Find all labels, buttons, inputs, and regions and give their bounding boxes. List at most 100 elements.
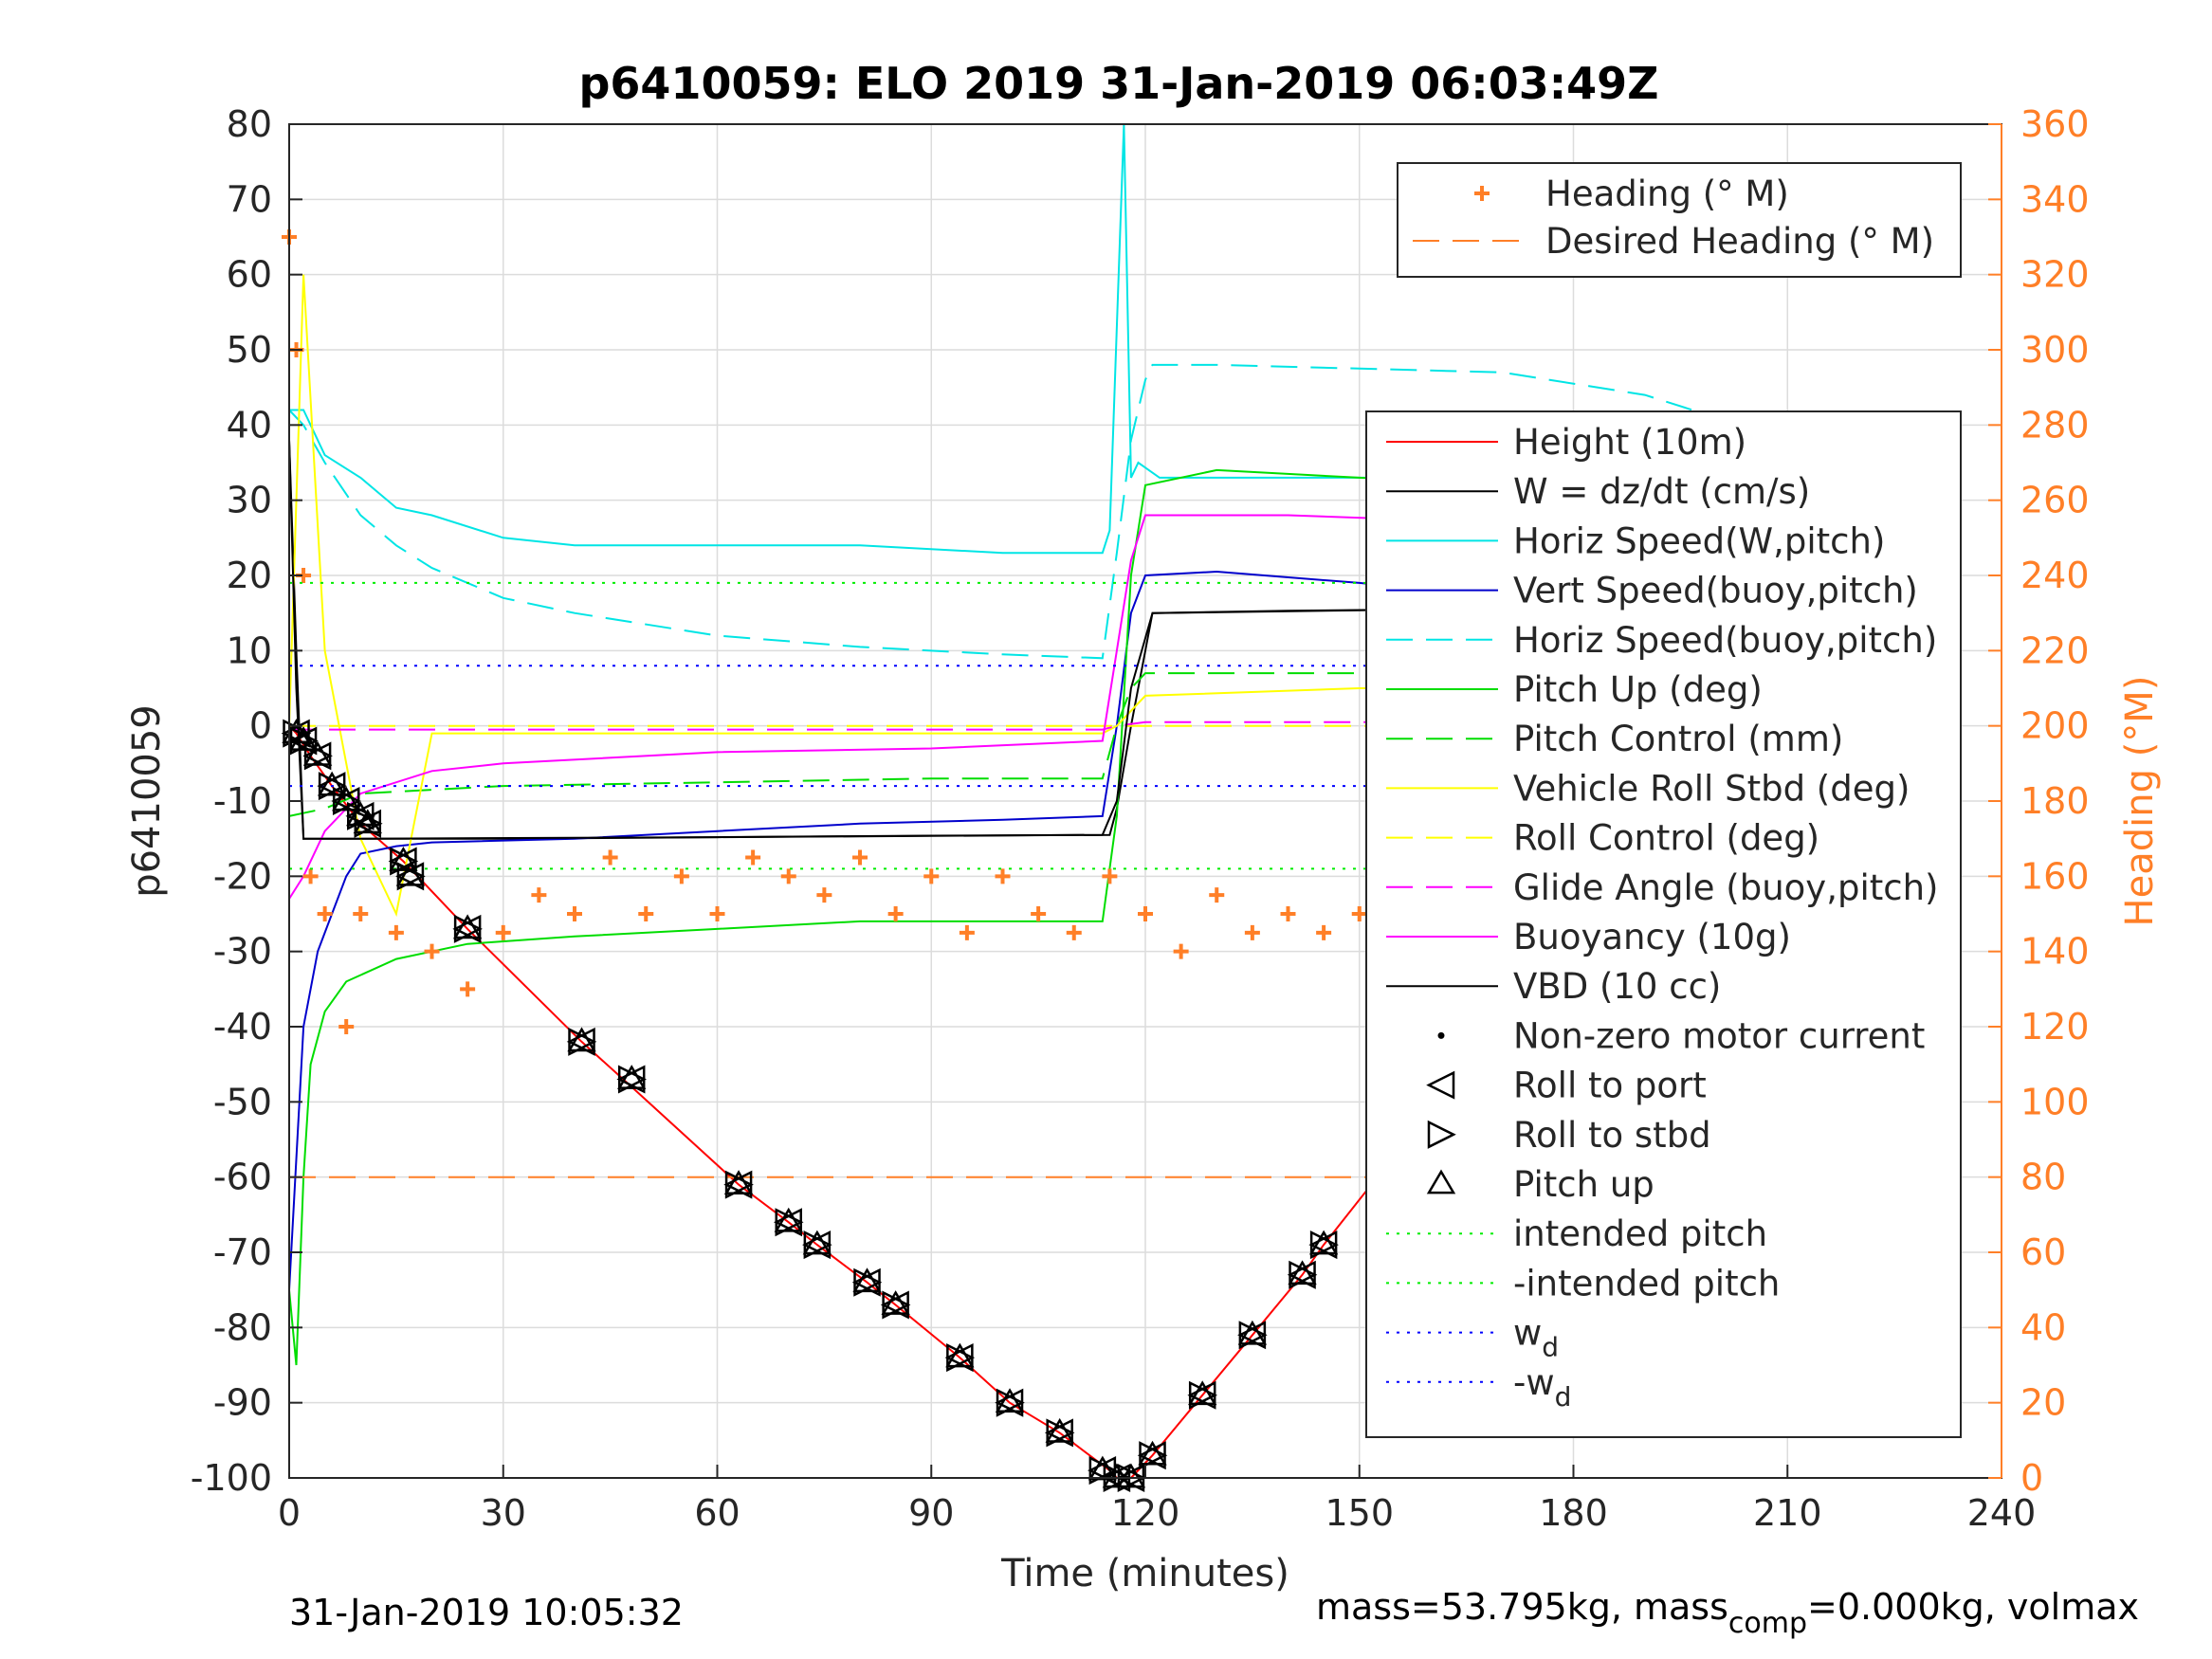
legend-label: wd (1513, 1313, 1559, 1363)
roll-stbd-marker (1046, 1418, 1075, 1448)
heading-point (745, 849, 761, 866)
legend-label: Pitch Up (deg) (1513, 669, 1763, 710)
y-tick-label: -70 (213, 1231, 272, 1273)
heading-point (602, 849, 618, 866)
heading-point (1351, 906, 1367, 921)
heading-point (673, 868, 689, 884)
roll-stbd-marker (396, 862, 426, 891)
y-right-tick-label: 220 (2020, 629, 2090, 671)
heading-point (424, 943, 440, 959)
y-tick-label: 0 (249, 705, 272, 747)
heading-point (317, 906, 333, 921)
roll-stbd-marker (775, 1208, 804, 1237)
y-right-tick-label: 300 (2020, 329, 2090, 371)
legend-label: Non-zero motor current (1513, 1015, 1925, 1056)
footer-timestamp: 31-Jan-2019 10:05:32 (289, 1592, 684, 1633)
roll-stbd-marker (354, 809, 383, 838)
y-right-tick-label: 20 (2020, 1382, 2066, 1424)
y-right-tick-label: 160 (2020, 855, 2090, 897)
chart-title: p6410059: ELO 2019 31-Jan-2019 06:03:49Z (579, 58, 1659, 109)
x-tick-label: 240 (1967, 1492, 2037, 1534)
y-tick-label: 40 (227, 404, 272, 446)
roll-stbd-marker (289, 726, 319, 756)
legend-swatch-heading (1474, 186, 1490, 201)
roll-stbd-marker (1188, 1380, 1217, 1410)
x-tick-label: 210 (1753, 1492, 1822, 1534)
legend-heading: Heading (° M) Desired Heading (° M) (1397, 162, 1962, 278)
y-tick-label: 10 (227, 629, 272, 671)
heading-point (531, 887, 547, 903)
x-tick-label: 180 (1539, 1492, 1608, 1534)
y-right-tick-label: 120 (2020, 1006, 2090, 1048)
heading-point (1138, 906, 1153, 921)
legend-label: Pitch up (1513, 1164, 1654, 1205)
y-right-tick-label: 0 (2020, 1457, 2043, 1499)
y-right-tick-label: 180 (2020, 780, 2090, 822)
x-tick-label: 120 (1111, 1492, 1180, 1534)
y-right-tick-label: 360 (2020, 103, 2090, 145)
heading-point (1209, 887, 1225, 903)
heading-point (388, 924, 404, 940)
heading-point (1244, 924, 1260, 940)
y-tick-label: 20 (227, 555, 272, 596)
roll-stbd-marker (1289, 1260, 1318, 1289)
legend-label: Horiz Speed(W,pitch) (1513, 520, 1885, 561)
legend-label: Glide Angle (buoy,pitch) (1513, 867, 1938, 908)
y-tick-label: -100 (191, 1457, 272, 1499)
heading-point (1280, 906, 1296, 921)
legend-swatch (1437, 1031, 1445, 1039)
y-axis-right-label: Heading (°M) (2118, 676, 2162, 927)
heading-point (338, 1019, 355, 1034)
y-tick-label: 60 (227, 254, 272, 296)
y-right-tick-label: 140 (2020, 931, 2090, 973)
heading-point (1102, 868, 1118, 884)
y-axis-label: p6410059 (125, 704, 169, 898)
legend-label: Horiz Speed(buoy,pitch) (1513, 620, 1937, 661)
series-glide-angle-buoy-pitch (289, 720, 1916, 731)
legend-label: intended pitch (1513, 1213, 1767, 1254)
footer-mass: mass=53.795kg, masscomp=0.000kg, volmax (1316, 1586, 2139, 1640)
heading-point (638, 906, 654, 921)
footer-mass-tail: =0.000kg, volmax (1807, 1586, 2139, 1628)
x-tick-label: 0 (278, 1492, 301, 1534)
roll-stbd-marker (1238, 1321, 1268, 1350)
roll-stbd-marker (617, 1065, 647, 1094)
y-tick-label: -60 (213, 1157, 272, 1198)
legend-label: Vert Speed(buoy,pitch) (1513, 571, 1918, 611)
y-right-tick-label: 60 (2020, 1231, 2066, 1273)
roll-stbd-marker (1309, 1231, 1339, 1260)
series-horiz-speed-buoy-pitch (288, 363, 1917, 660)
y-tick-label: -20 (213, 855, 272, 897)
legend-main: Height (10m) W = dz/dt (cm/s) Horiz Speed(… (1365, 410, 1962, 1438)
y-tick-label: -50 (213, 1081, 272, 1122)
heading-point (923, 868, 940, 884)
y-right-tick-label: 40 (2020, 1306, 2066, 1348)
legend-label: -intended pitch (1513, 1263, 1780, 1304)
heading-point (302, 868, 319, 884)
y-right-tick-label: 340 (2020, 178, 2090, 220)
legend-label-desired-heading: Desired Heading (° M) (1545, 221, 1934, 262)
y-tick-label: 30 (227, 480, 272, 521)
x-axis-label: Time (minutes) (1000, 1552, 1289, 1595)
legend-label: Roll to stbd (1513, 1115, 1711, 1156)
heading-point (887, 906, 904, 921)
roll-stbd-marker (318, 772, 347, 801)
y-tick-label: 80 (227, 103, 272, 145)
roll-stbd-marker (568, 1027, 597, 1056)
heading-point (995, 868, 1011, 884)
heading-point (460, 981, 476, 997)
y-tick-label: -80 (213, 1306, 272, 1348)
y-tick-label: -40 (213, 1006, 272, 1048)
heading-point (353, 906, 369, 921)
y-right-tick-label: 100 (2020, 1081, 2090, 1122)
heading-point (709, 906, 725, 921)
legend-swatch (1427, 1120, 1456, 1149)
x-tick-label: 60 (694, 1492, 740, 1534)
heading-point (959, 924, 975, 940)
legend-swatch (1426, 1070, 1455, 1100)
legend-label: Roll to port (1513, 1066, 1707, 1106)
heading-point (567, 906, 582, 921)
y-right-tick-label: 200 (2020, 705, 2090, 747)
legend-label: W = dz/dt (cm/s) (1513, 471, 1810, 512)
